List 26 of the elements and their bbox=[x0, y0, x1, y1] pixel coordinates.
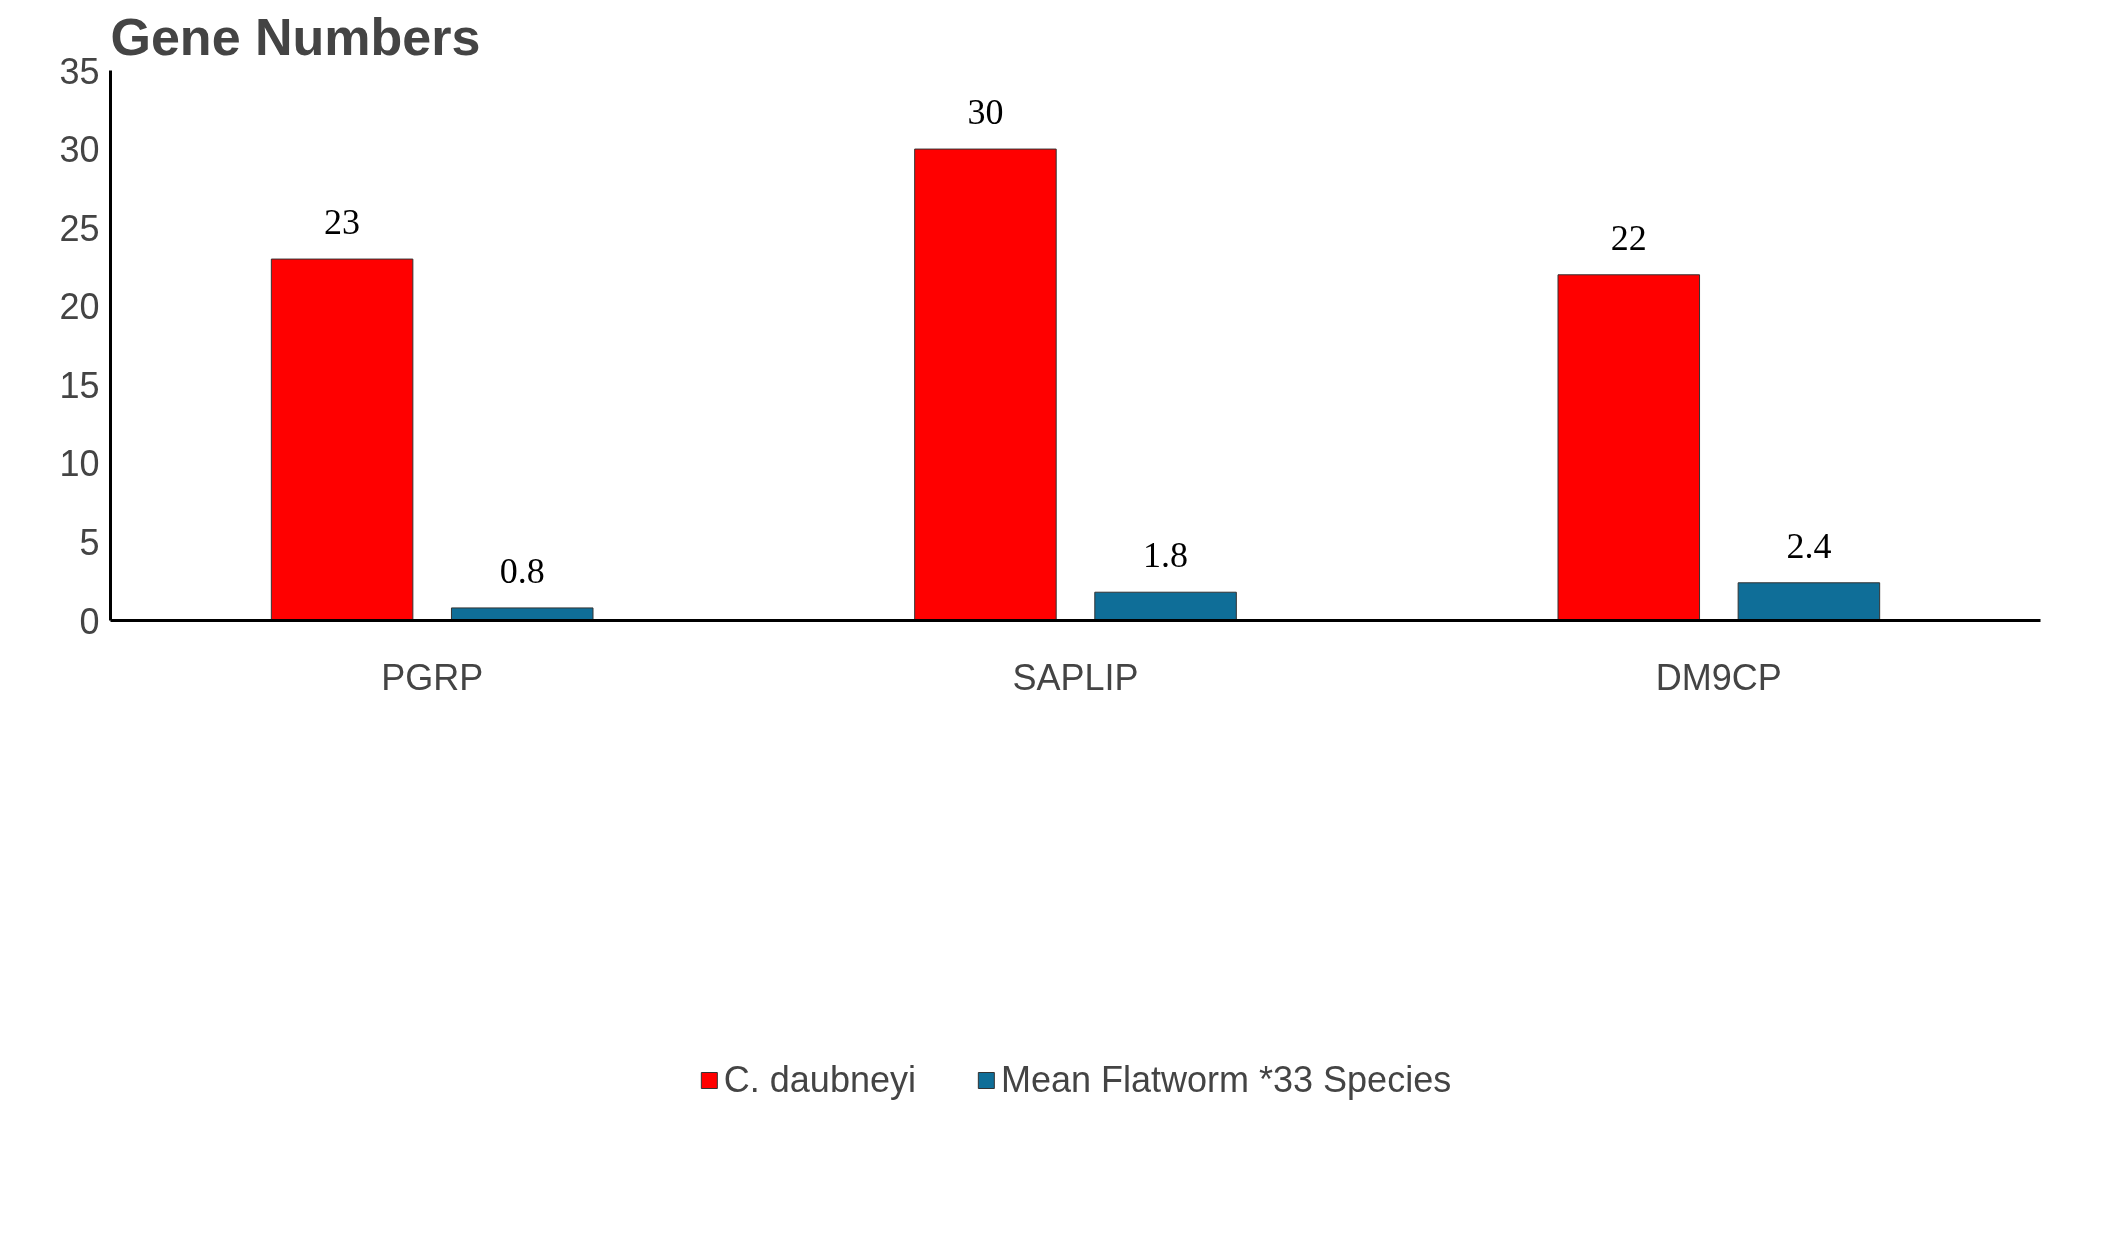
y-tick-label: 5 bbox=[79, 521, 100, 563]
bar bbox=[914, 148, 1057, 621]
data-label: 22 bbox=[1610, 217, 1647, 258]
y-tick-label: 10 bbox=[59, 443, 100, 485]
x-tick-label: DM9CP bbox=[1655, 656, 1782, 698]
y-tick-label: 25 bbox=[59, 207, 100, 249]
y-tick-label: 20 bbox=[59, 286, 100, 328]
bar bbox=[270, 258, 414, 621]
bar bbox=[450, 607, 594, 621]
data-label: 0.8 bbox=[499, 550, 545, 591]
bar bbox=[1094, 591, 1237, 621]
data-label: 23 bbox=[324, 202, 361, 243]
y-tick-label: 30 bbox=[59, 129, 100, 171]
y-tick-label: 0 bbox=[79, 600, 100, 642]
data-label: 1.8 bbox=[1143, 535, 1189, 576]
legend-label: Mean Flatworm *33 Species bbox=[1000, 1058, 1452, 1101]
y-tick-label: 35 bbox=[59, 50, 100, 92]
legend-label: C. daubneyi bbox=[723, 1058, 916, 1101]
bar bbox=[1557, 274, 1701, 621]
data-label: 2.4 bbox=[1786, 525, 1832, 566]
bar bbox=[1737, 582, 1881, 621]
x-tick-label: PGRP bbox=[381, 656, 484, 698]
data-label: 30 bbox=[967, 92, 1004, 133]
chart-title: Gene Numbers bbox=[110, 7, 481, 66]
y-tick-label: 15 bbox=[59, 364, 100, 406]
x-tick-label: SAPLIP bbox=[1012, 656, 1139, 698]
